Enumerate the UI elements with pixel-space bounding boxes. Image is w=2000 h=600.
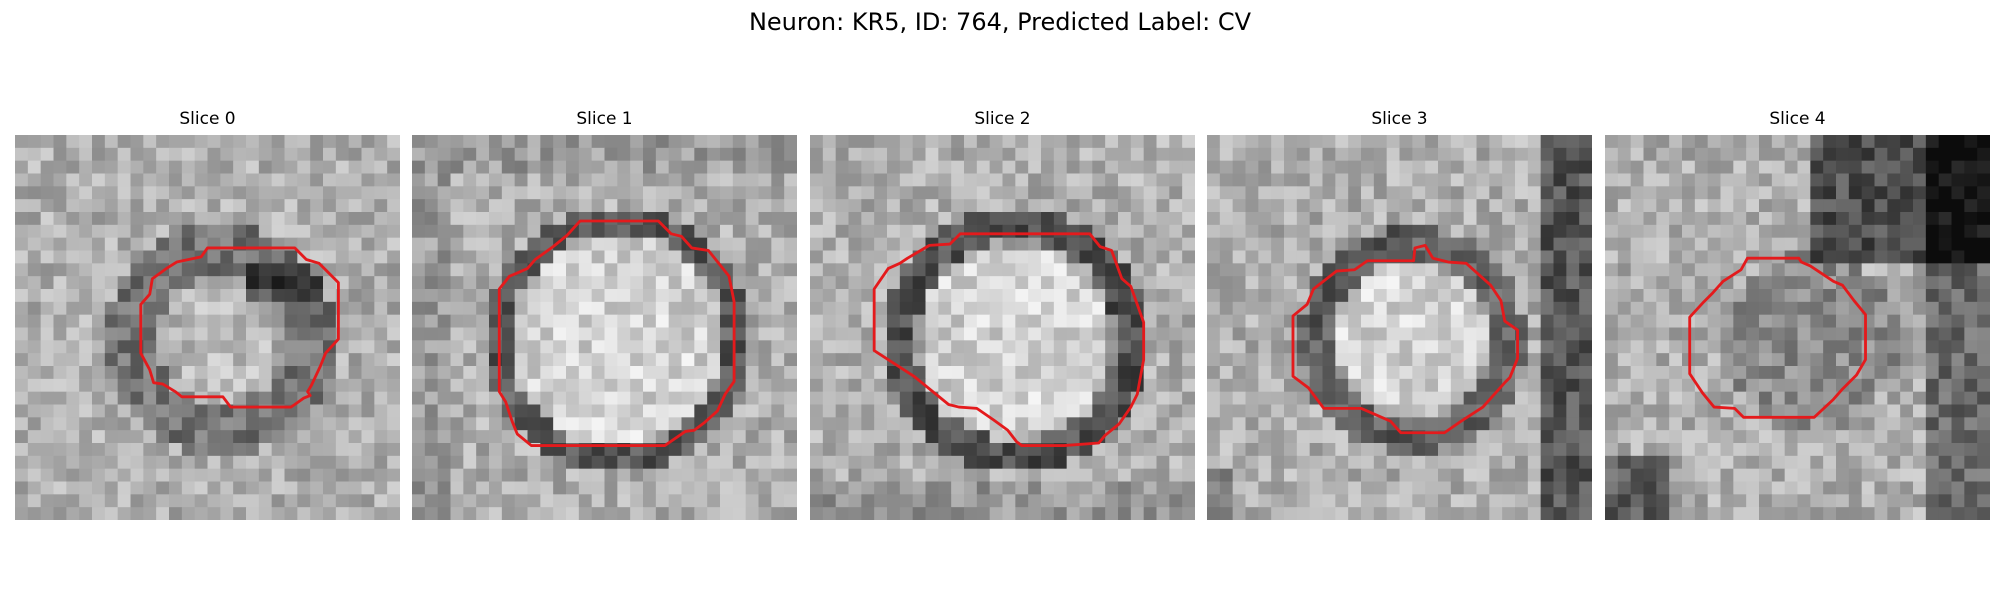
segmentation-contour-3 (1291, 243, 1519, 435)
microscopy-grayscale-3 (1207, 135, 1592, 520)
microscopy-grayscale-0 (15, 135, 400, 520)
segmentation-contour-1 (497, 219, 736, 447)
slice-panel-2: Slice 2 (810, 108, 1195, 520)
slice-panel-4: Slice 4 (1605, 108, 1990, 520)
slice-title-0: Slice 0 (179, 109, 236, 129)
slice-image-4 (1605, 135, 1990, 520)
segmentation-contour-0 (139, 246, 340, 409)
slice-title-4: Slice 4 (1769, 109, 1826, 129)
slice-panel-0: Slice 0 (15, 108, 400, 520)
slice-image-3 (1207, 135, 1592, 520)
slice-panel-1: Slice 1 (412, 108, 797, 520)
slice-image-1 (412, 135, 797, 520)
slice-title-3: Slice 3 (1371, 109, 1428, 129)
slice-panel-3: Slice 3 (1207, 108, 1592, 520)
figure-title: Neuron: KR5, ID: 764, Predicted Label: C… (748, 8, 1252, 36)
slice-title-2: Slice 2 (974, 109, 1031, 129)
microscopy-grayscale-1 (412, 135, 797, 520)
slice-title-1: Slice 1 (576, 109, 633, 129)
segmentation-contour-4 (1688, 256, 1867, 419)
slice-image-2 (810, 135, 1195, 520)
microscopy-grayscale-4 (1605, 135, 1990, 520)
slice-image-0 (15, 135, 400, 520)
microscopy-grayscale-2 (810, 135, 1195, 520)
segmentation-contour-2 (872, 232, 1146, 447)
